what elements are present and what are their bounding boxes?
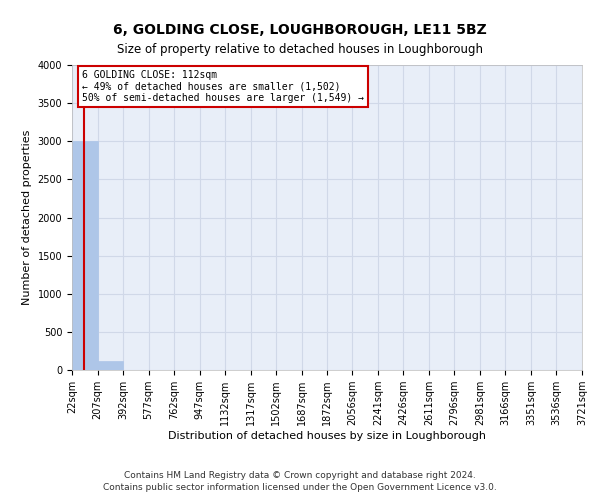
Bar <box>98 361 123 370</box>
Text: Contains HM Land Registry data © Crown copyright and database right 2024.: Contains HM Land Registry data © Crown c… <box>124 470 476 480</box>
X-axis label: Distribution of detached houses by size in Loughborough: Distribution of detached houses by size … <box>168 431 486 441</box>
Text: Contains public sector information licensed under the Open Government Licence v3: Contains public sector information licen… <box>103 483 497 492</box>
Y-axis label: Number of detached properties: Number of detached properties <box>22 130 32 305</box>
Bar <box>72 141 98 370</box>
Text: 6, GOLDING CLOSE, LOUGHBOROUGH, LE11 5BZ: 6, GOLDING CLOSE, LOUGHBOROUGH, LE11 5BZ <box>113 22 487 36</box>
Text: 6 GOLDING CLOSE: 112sqm
← 49% of detached houses are smaller (1,502)
50% of semi: 6 GOLDING CLOSE: 112sqm ← 49% of detache… <box>82 70 364 103</box>
Text: Size of property relative to detached houses in Loughborough: Size of property relative to detached ho… <box>117 42 483 56</box>
